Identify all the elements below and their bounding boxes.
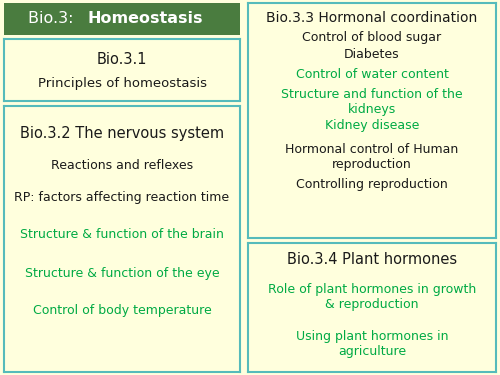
Text: Structure and function of the
kidneys: Structure and function of the kidneys bbox=[281, 88, 463, 116]
Text: RP: factors affecting reaction time: RP: factors affecting reaction time bbox=[14, 191, 230, 204]
Text: Control of body temperature: Control of body temperature bbox=[32, 304, 212, 317]
Text: Reactions and reflexes: Reactions and reflexes bbox=[51, 159, 193, 172]
Text: Bio.3.3 Hormonal coordination: Bio.3.3 Hormonal coordination bbox=[266, 11, 478, 25]
Text: Bio.3.2 The nervous system: Bio.3.2 The nervous system bbox=[20, 126, 224, 141]
Text: Bio.3.1: Bio.3.1 bbox=[97, 52, 147, 67]
Text: Control of water content: Control of water content bbox=[296, 68, 448, 81]
Text: Using plant hormones in
agriculture: Using plant hormones in agriculture bbox=[296, 330, 448, 357]
Text: Principles of homeostasis: Principles of homeostasis bbox=[38, 77, 206, 90]
Text: Control of blood sugar: Control of blood sugar bbox=[302, 31, 442, 44]
Text: Structure & function of the brain: Structure & function of the brain bbox=[20, 228, 224, 242]
Text: Role of plant hormones in growth
& reproduction: Role of plant hormones in growth & repro… bbox=[268, 283, 476, 311]
Text: Controlling reproduction: Controlling reproduction bbox=[296, 177, 448, 190]
Text: Structure & function of the eye: Structure & function of the eye bbox=[24, 267, 220, 280]
Text: Diabetes: Diabetes bbox=[344, 48, 400, 61]
Text: Hormonal control of Human
reproduction: Hormonal control of Human reproduction bbox=[286, 143, 459, 171]
Text: Bio.3.4 Plant hormones: Bio.3.4 Plant hormones bbox=[287, 252, 457, 267]
Text: Homeostasis: Homeostasis bbox=[88, 12, 203, 26]
Text: Kidney disease: Kidney disease bbox=[325, 119, 419, 132]
Text: Bio.3:: Bio.3: bbox=[28, 12, 78, 26]
